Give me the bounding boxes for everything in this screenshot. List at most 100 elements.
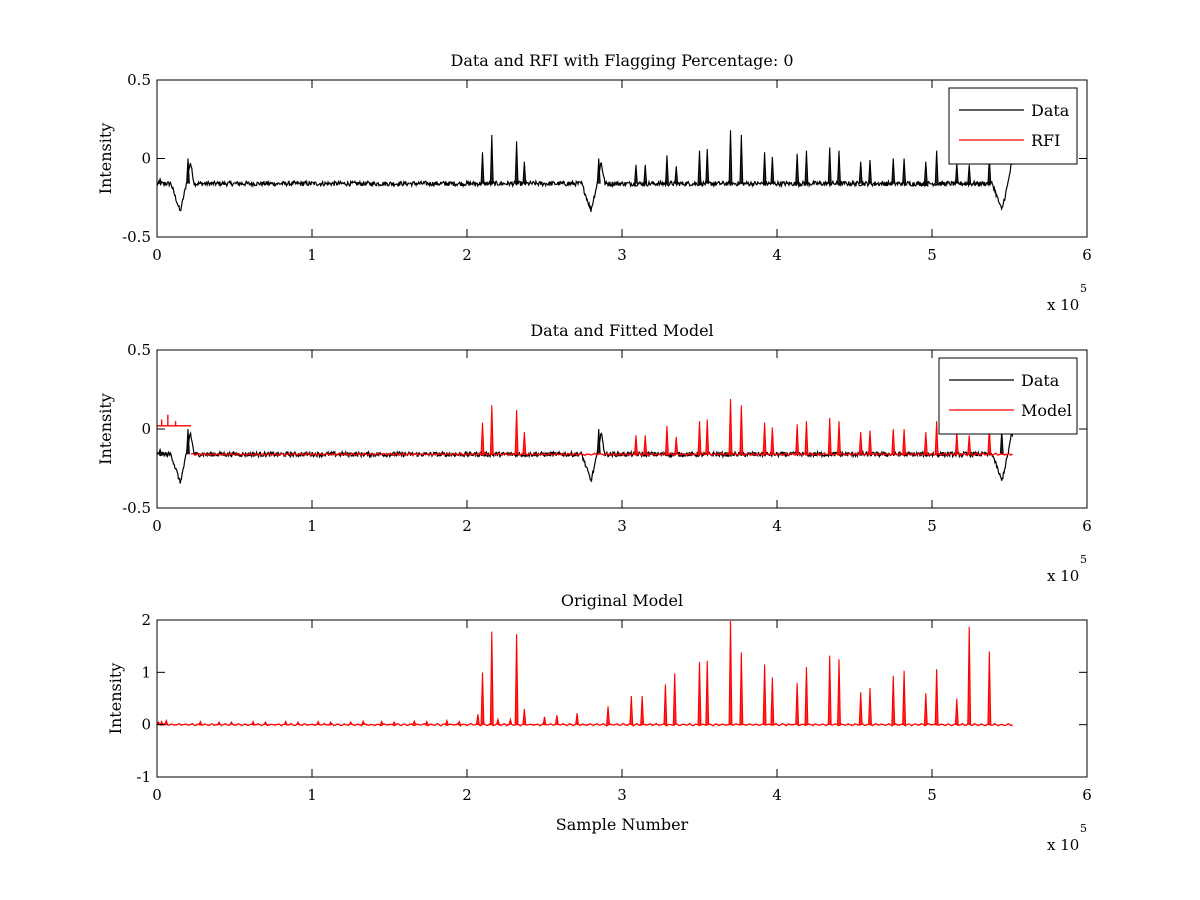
series-model [157, 398, 1013, 457]
peak-mark [674, 166, 679, 184]
peak-mark [674, 436, 679, 455]
peak-mark [858, 432, 863, 455]
peak-mark [827, 147, 832, 184]
y-tick-label: -1 [136, 768, 151, 786]
peak-mark [902, 670, 907, 725]
peak-mark [424, 720, 429, 725]
peak-mark [987, 651, 992, 725]
peak-mark [444, 718, 449, 725]
legend-label: Model [1021, 401, 1072, 420]
x-tick-label: 6 [1082, 517, 1092, 535]
peak-mark [514, 634, 519, 725]
peak-mark [217, 720, 221, 725]
peak-mark [361, 719, 366, 725]
peak-mark [728, 398, 733, 455]
x-tick-label: 3 [617, 246, 627, 264]
x-tick-label: 0 [152, 517, 162, 535]
series-data [157, 130, 1014, 212]
peak-mark [634, 435, 638, 455]
peak-mark [728, 621, 733, 725]
peak-mark [522, 432, 527, 455]
x-tick-label: 5 [927, 517, 937, 535]
peak-mark [159, 720, 164, 725]
peak-mark [954, 698, 959, 725]
peak-mark [934, 669, 939, 725]
peak-mark [739, 652, 744, 725]
peak-mark [739, 134, 744, 184]
peak-mark [283, 720, 288, 725]
peak-mark [634, 164, 638, 184]
peak-mark [770, 427, 775, 455]
peak-mark [640, 695, 645, 725]
peak-mark [697, 661, 702, 725]
plot-area [157, 620, 1087, 777]
y-tick-label: 0.5 [127, 71, 151, 89]
peak-mark [392, 720, 397, 725]
peak-mark [705, 419, 710, 455]
x-tick-label: 0 [152, 786, 162, 804]
peak-mark [480, 152, 485, 184]
peak-mark [554, 715, 559, 725]
y-tick-label: 0 [141, 716, 151, 734]
peak-mark [643, 164, 648, 184]
peak-mark [316, 720, 321, 725]
peak-mark [837, 150, 841, 184]
x-tick-label: 5 [927, 246, 937, 264]
peak-mark [480, 672, 485, 725]
y-tick-label: -0.5 [122, 499, 151, 517]
peak-mark [489, 631, 494, 725]
plot-traces [157, 130, 1014, 212]
subplot-title: Data and RFI with Flagging Percentage: 0 [450, 51, 793, 70]
y-tick-label: 2 [141, 611, 151, 629]
peak-mark [967, 626, 972, 725]
peak-mark [795, 153, 800, 184]
peak-mark [596, 428, 601, 455]
legend: Data Model [938, 357, 1078, 435]
peak-mark [606, 706, 610, 725]
peak-mark [837, 421, 841, 455]
peak-mark [891, 428, 896, 455]
peak-mark [868, 160, 872, 184]
peak-mark [827, 417, 832, 455]
peak-mark [522, 161, 527, 184]
series-model [157, 621, 1014, 727]
peak-mark [157, 720, 161, 725]
peak-mark [868, 430, 872, 455]
peak-mark [629, 695, 634, 725]
y-axis-label: Intensity [106, 663, 125, 735]
x-tick-label: 1 [307, 246, 317, 264]
legend-box [948, 87, 1078, 165]
peak-mark [697, 150, 702, 184]
peak-mark [158, 176, 163, 184]
subplot-title: Original Model [561, 591, 683, 610]
peak-mark [804, 150, 809, 184]
peak-mark [263, 720, 268, 725]
peak-mark [891, 158, 896, 184]
peak-mark [902, 158, 907, 184]
y-tick-label: 0 [141, 420, 151, 438]
model-baseline [190, 452, 1013, 457]
plot-traces [157, 621, 1014, 727]
peak-mark [643, 435, 648, 455]
peak-mark [697, 421, 702, 455]
peak-mark [186, 158, 190, 184]
peak-mark [858, 692, 863, 725]
y-axis-label: Intensity [96, 393, 115, 465]
peak-mark [762, 664, 767, 725]
y-tick-label: -0.5 [122, 228, 151, 246]
peak-mark [902, 428, 907, 455]
peak-mark [795, 682, 800, 725]
legend-box [938, 357, 1078, 435]
peak-mark [475, 714, 480, 725]
peak-mark [542, 716, 547, 725]
y-tick-label: 0 [141, 150, 151, 168]
legend-label: RFI [1031, 131, 1060, 150]
x-multiplier-exponent: 5 [1080, 282, 1087, 295]
peak-mark [923, 161, 928, 184]
peak-mark [770, 677, 775, 725]
x-tick-label: 2 [462, 246, 472, 264]
peak-mark [514, 141, 519, 184]
plot-area [157, 350, 1087, 508]
